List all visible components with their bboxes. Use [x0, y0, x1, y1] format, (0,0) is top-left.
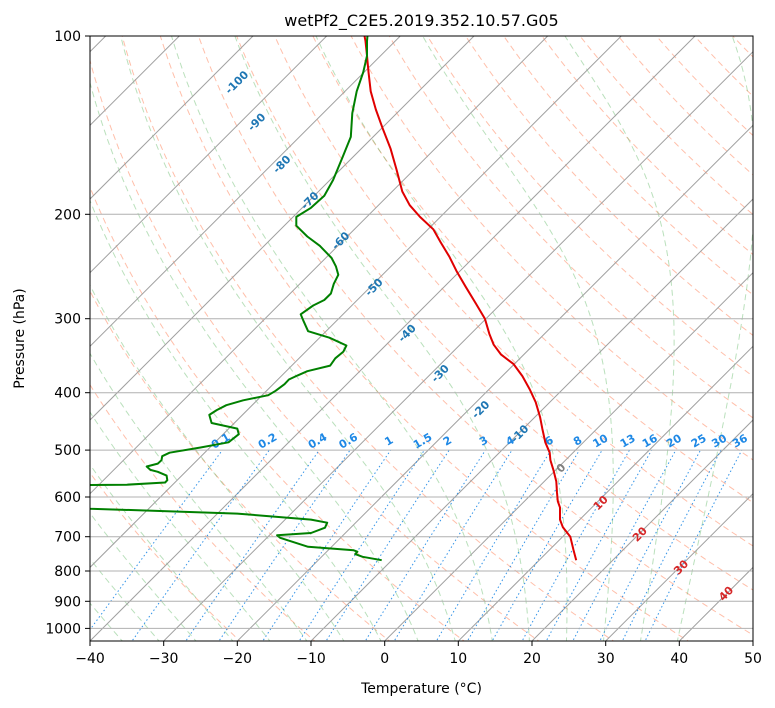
- mixing-ratio-line: [621, 449, 722, 641]
- y-axis-title: Pressure (hPa): [12, 288, 28, 388]
- x-tick-label: 0: [380, 651, 389, 667]
- y-axis: 100 200 300 400 500 600 700 800 900 1000: [45, 29, 90, 637]
- x-tick-label: −10: [296, 651, 326, 667]
- y-tick-label: 400: [54, 386, 81, 402]
- mixing-ratio-line: [599, 449, 701, 641]
- isotherm-line: [90, 36, 254, 200]
- y-tick-label: 500: [54, 443, 81, 459]
- y-tick-label: 900: [54, 594, 81, 610]
- dry-adiabat-line: [274, 36, 753, 547]
- isotherm-line: [604, 492, 753, 641]
- mixing-ratio-line: [572, 449, 677, 641]
- plot-frame: [89, 35, 754, 642]
- dry-adiabat-line: [503, 36, 753, 296]
- y-tick-label: 800: [54, 564, 81, 580]
- isotherm-line: [310, 198, 753, 641]
- isotherm-line: [383, 271, 753, 641]
- y-tick-label: 600: [54, 490, 81, 506]
- isotherm-line: [90, 36, 549, 495]
- mixing-ratio-line: [364, 449, 486, 641]
- isotherm-line: [162, 50, 753, 641]
- mixing-ratio-line: [218, 449, 351, 641]
- x-tick-label: 50: [744, 651, 762, 667]
- isotherm-line: [90, 36, 696, 641]
- isotherms: [90, 36, 753, 641]
- y-tick-label: 700: [54, 530, 81, 546]
- mixing-ratio-lines: [90, 449, 743, 641]
- y-tick-label: 100: [54, 29, 81, 45]
- x-tick-label: 40: [670, 651, 688, 667]
- isobar-gridlines: [90, 36, 753, 629]
- mixing-ratio-line: [90, 449, 223, 631]
- moist-adiabat-line: [90, 199, 382, 641]
- x-tick-label: −30: [149, 651, 179, 667]
- x-tick-label: 30: [597, 651, 615, 667]
- dry-adiabat-line: [90, 185, 465, 641]
- y-tick-label: 1000: [45, 621, 81, 637]
- x-axis-title: Temperature (°C): [360, 681, 482, 697]
- moist-adiabat-line: [90, 463, 234, 641]
- mixing-ratio-line: [298, 449, 425, 641]
- isotherm-line: [90, 36, 475, 421]
- x-tick-label: 20: [523, 651, 541, 667]
- isotherm-line: [531, 419, 753, 641]
- mixing-ratio-line: [466, 449, 580, 641]
- x-tick-label: −20: [223, 651, 253, 667]
- dry-adiabat-line: [312, 36, 753, 504]
- isotherm-line: [236, 124, 753, 641]
- isotherm-line: [457, 345, 753, 641]
- mixing-ratio-line: [185, 449, 320, 641]
- mixing-ratio-line: [262, 449, 392, 641]
- moist-adiabat-line: [90, 352, 308, 641]
- isotherm-line: [90, 36, 328, 274]
- x-tick-label: −40: [75, 651, 105, 667]
- temperature-profile-line: [363, 36, 578, 561]
- isotherm-line: [90, 36, 181, 127]
- mixing-ratio-line: [325, 449, 450, 641]
- dry-adiabat-line: [236, 36, 753, 591]
- y-tick-label: 300: [54, 312, 81, 328]
- y-tick-label: 200: [54, 207, 81, 223]
- mixing-ratio-line: [393, 449, 513, 641]
- chart-title: wetPf2_C2E5.2019.352.10.57.G05: [284, 11, 558, 31]
- isotherm-line: [90, 36, 402, 348]
- sounding-profiles: [90, 36, 578, 562]
- isotherm-line: [90, 36, 623, 569]
- x-axis: −40 −30 −20 −10 0 10 20 30 40 50: [75, 641, 762, 667]
- mixing-ratio-line: [131, 449, 270, 641]
- x-tick-label: 10: [449, 651, 467, 667]
- dewpoint-profile-line: [90, 36, 382, 562]
